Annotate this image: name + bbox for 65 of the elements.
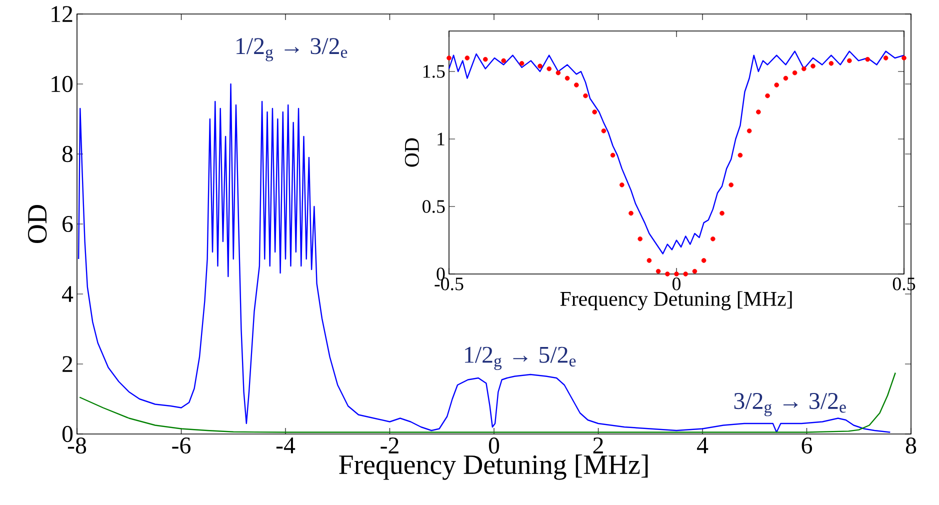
point — [847, 58, 852, 64]
x-tick-label: 0 — [672, 278, 681, 290]
x-axis-title: Frequency Detuning [MHz] — [339, 454, 648, 480]
y-axis-title: OD — [28, 204, 47, 243]
point — [774, 82, 780, 88]
point — [802, 66, 806, 72]
point — [902, 56, 906, 60]
point — [556, 70, 561, 76]
point — [828, 60, 834, 66]
y-axis-title: OD — [404, 138, 419, 167]
y-tick-label: 2 — [62, 356, 72, 372]
y-tick-label: 12 — [52, 6, 72, 22]
point — [674, 272, 679, 276]
point — [865, 56, 870, 62]
point — [646, 258, 652, 263]
point — [610, 152, 616, 158]
x-tick-label: 0 — [488, 438, 500, 454]
point — [574, 82, 579, 88]
x-tick-label: 4 — [697, 438, 708, 454]
point — [665, 272, 670, 276]
point — [883, 56, 888, 60]
point — [792, 70, 798, 76]
point — [483, 56, 488, 62]
point — [810, 64, 816, 68]
y-tick-label: 1.5 — [423, 65, 445, 78]
point — [692, 268, 698, 274]
point — [638, 236, 643, 242]
annotation: 1/2$_{g}$ → 3/2$_{e}$ — [236, 38, 348, 62]
y-tick-label: 1 — [438, 132, 444, 146]
x-tick-label: -2 — [380, 438, 398, 454]
point — [728, 182, 734, 188]
point — [710, 236, 716, 242]
annotation: 3/2$_{g}$ → 3/2$_{e}$ — [734, 393, 846, 416]
x-axis-title: Frequency Detuning [MHz] — [560, 291, 792, 310]
point — [628, 210, 634, 216]
y-tick-label: 8 — [62, 146, 73, 162]
point — [765, 93, 770, 98]
x-tick-label: -6 — [172, 438, 190, 454]
point — [519, 60, 524, 66]
y-tick-label: 6 — [62, 216, 73, 232]
point — [601, 128, 606, 134]
point — [592, 110, 598, 114]
point — [583, 93, 588, 98]
y-tick-label: 0.5 — [422, 200, 445, 213]
point — [464, 56, 470, 60]
x-tick-label: 2 — [593, 438, 603, 454]
point — [656, 268, 661, 274]
point — [720, 210, 724, 216]
x-tick-label: 6 — [802, 438, 812, 454]
point — [756, 110, 761, 114]
point — [546, 66, 552, 72]
point — [564, 76, 570, 81]
point — [783, 76, 788, 81]
x-tick-label: 8 — [906, 438, 916, 454]
point — [746, 128, 752, 134]
x-tick-label: -4 — [276, 438, 296, 454]
point — [683, 272, 688, 276]
point — [701, 258, 706, 263]
point — [620, 182, 624, 188]
point — [538, 64, 542, 68]
point — [501, 58, 506, 64]
point — [738, 152, 743, 158]
y-tick-label: 10 — [52, 76, 73, 92]
annotation: 1/2$_{g}$ → 5/2$_{e}$ — [465, 346, 576, 370]
point — [446, 56, 452, 60]
